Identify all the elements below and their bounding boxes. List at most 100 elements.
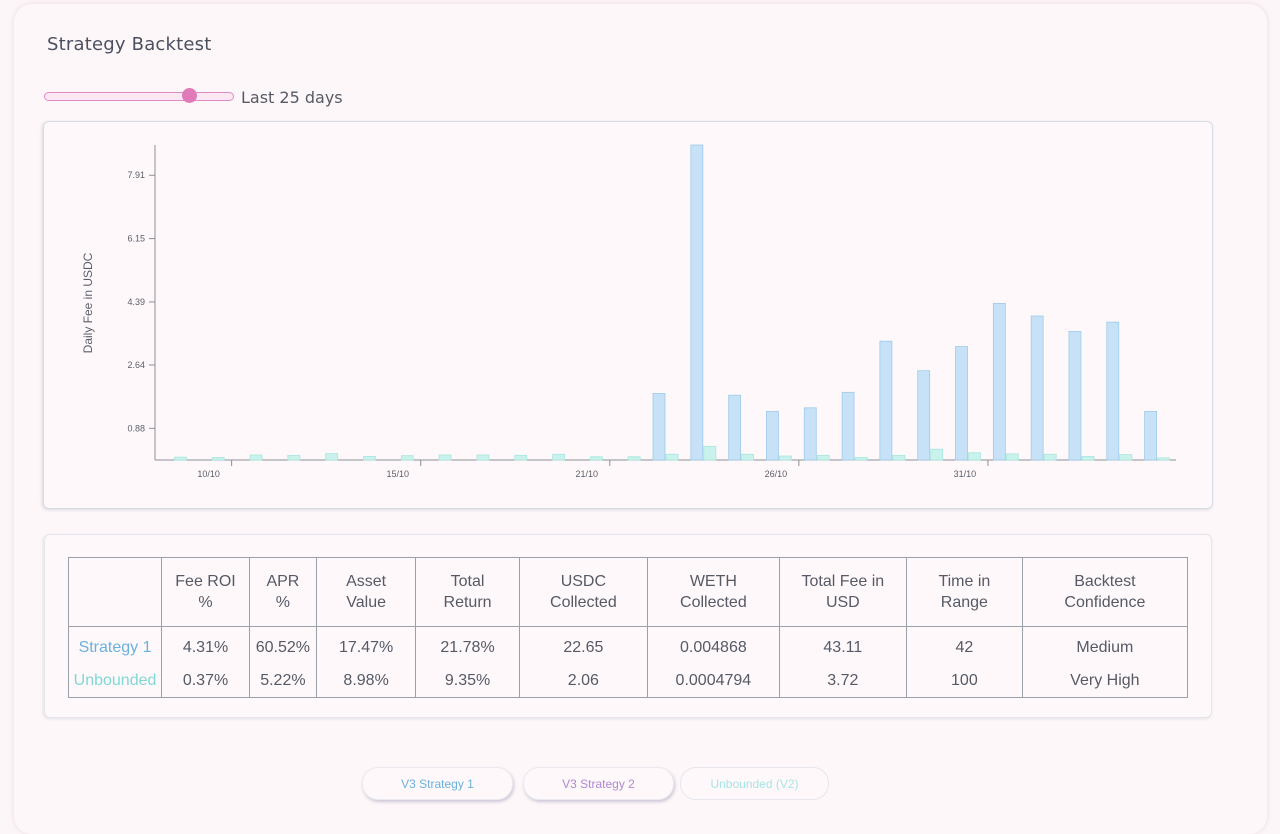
table-row: Strategy 1 4.31% 60.52% 17.47% 21.78% 22.65 0.… (67, 626, 1189, 664)
bar-unbounded (703, 445, 717, 461)
bar-unbounded (249, 454, 263, 461)
bar-unbounded (1119, 454, 1133, 461)
bar-unbounded (287, 454, 301, 461)
column-header-line: USDC (560, 573, 607, 590)
table-cell: Very High (1021, 664, 1189, 698)
bar-strategy-1 (1068, 331, 1082, 461)
column-header-line: Range (940, 594, 988, 611)
column-header-line: Total Fee in (801, 573, 885, 590)
bar-unbounded (1005, 453, 1019, 461)
page-title: Strategy Backtest (47, 34, 212, 55)
column-header: WETH Collected (647, 557, 780, 627)
column-header-line: Backtest (1074, 573, 1136, 590)
column-header: USDC Collected (518, 557, 649, 627)
table-cell: 0.004868 (647, 626, 780, 664)
bar-strategy-1 (879, 340, 893, 461)
y-tick-label: 2.64 (127, 360, 145, 370)
table-cell: 5.22% (248, 664, 317, 698)
bar-unbounded (892, 454, 906, 461)
bar-unbounded (816, 454, 830, 461)
bar-unbounded (930, 448, 944, 461)
column-header-line: % (198, 594, 213, 611)
column-header: Asset Value (315, 557, 417, 627)
bar-strategy-1 (803, 407, 817, 461)
bar-unbounded (854, 457, 868, 461)
bar-unbounded (476, 454, 490, 461)
column-header-line: Return (443, 594, 492, 611)
column-header-line: Asset (346, 573, 387, 590)
table-cell: 22.65 (518, 626, 649, 664)
bar-unbounded (363, 455, 376, 461)
bar-unbounded (211, 457, 225, 461)
bar-strategy-1 (652, 392, 666, 461)
table-cell: 60.52% (248, 626, 317, 664)
x-tick-label: 15/10 (386, 469, 409, 479)
table-row: Unbounded 0.37% 5.22% 8.98% 9.35% 2.06 0.00047… (67, 664, 1189, 698)
table-cell: 0.0004794 (647, 664, 780, 698)
bar-strategy-1 (1030, 315, 1044, 461)
table-cell: 2.06 (518, 664, 649, 698)
bar-unbounded (400, 455, 414, 461)
results-table: Fee ROI% APR% Asset Value Total Return USDC Col… (67, 557, 1189, 698)
bar-unbounded (1081, 455, 1095, 461)
column-header: Backtest Confidence (1021, 557, 1189, 627)
chart-svg: 0.88 2.64 4.39 6.15 7.91 Daily Fee in USDC 10/… (81, 144, 1176, 479)
bar-strategy-1 (955, 346, 968, 461)
y-tick-label: 7.91 (127, 170, 145, 180)
bar-strategy-1 (766, 410, 779, 461)
table-cell: 8.98% (315, 664, 417, 698)
column-header (67, 557, 163, 627)
y-axis-label: Daily Fee in USDC (81, 252, 95, 353)
x-tick-label: 10/10 (197, 469, 220, 479)
bar-unbounded (589, 456, 603, 461)
bar-strategy-1 (1144, 410, 1157, 461)
table-header-row: Fee ROI% APR% Asset Value Total Return USDC Col… (67, 557, 1189, 627)
bar-unbounded (552, 453, 565, 461)
bar-strategy-1 (728, 394, 742, 461)
bar-unbounded (665, 453, 679, 461)
bar-unbounded (438, 454, 452, 461)
column-header-line: Time in (938, 573, 991, 590)
tab-unbounded-v2[interactable]: Unbounded (V2) (680, 767, 829, 800)
table-cell: 3.72 (778, 664, 908, 698)
column-header-line: Confidence (1064, 594, 1146, 611)
slider-label: Last 25 days (241, 88, 343, 107)
x-tick-label: 21/10 (576, 469, 599, 479)
column-header-line: % (275, 594, 290, 611)
column-header-line: Collected (550, 594, 617, 611)
bar-unbounded (174, 456, 187, 461)
bar-strategy-1 (992, 302, 1006, 461)
row-label: Unbounded (67, 664, 163, 698)
table-cell: 21.78% (415, 626, 520, 664)
y-tick-label: 6.15 (127, 234, 145, 244)
slider-track[interactable] (44, 92, 234, 101)
y-tick-label: 4.39 (127, 297, 145, 307)
column-header: Fee ROI% (161, 557, 250, 627)
bar-unbounded (779, 455, 792, 461)
column-header-line: WETH (689, 573, 737, 590)
table-cell: 0.37% (161, 664, 250, 698)
column-header-line: APR (266, 573, 300, 590)
bar-unbounded (627, 456, 641, 461)
column-header: Time in Range (906, 557, 1023, 627)
table-cell: 9.35% (415, 664, 520, 698)
bar-strategy-1 (917, 370, 931, 461)
bar-unbounded (325, 453, 339, 461)
slider-thumb[interactable] (181, 88, 197, 103)
bar-unbounded (1157, 457, 1170, 461)
table-cell: 17.47% (315, 626, 417, 664)
column-header: Total Fee in USD (778, 557, 908, 627)
table-cell: 42 (906, 626, 1023, 664)
tab-v3-strategy-1[interactable]: V3 Strategy 1 (362, 767, 513, 800)
tab-v3-strategy-2[interactable]: V3 Strategy 2 (523, 767, 674, 800)
column-header-line: Fee ROI (175, 573, 236, 590)
bar-strategy-1 (1106, 321, 1120, 461)
table-cell: 4.31% (161, 626, 250, 664)
table-cell: 43.11 (778, 626, 908, 664)
bar-unbounded (741, 453, 755, 461)
column-header-line: Value (346, 594, 386, 611)
column-header: Total Return (415, 557, 520, 627)
daily-fee-chart: 0.88 2.64 4.39 6.15 7.91 Daily Fee in USDC 10/… (43, 121, 1213, 509)
column-header-line: Total (450, 573, 485, 590)
column-header: APR% (248, 557, 317, 627)
